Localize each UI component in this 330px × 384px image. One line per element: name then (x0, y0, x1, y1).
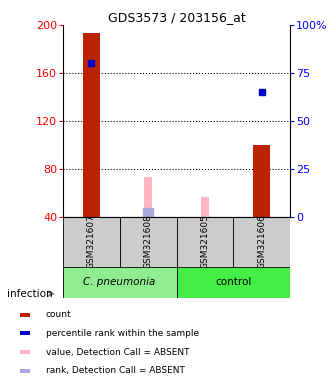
Bar (144, 177, 152, 217)
Bar (20, 331, 30, 335)
Text: GSM321605: GSM321605 (201, 215, 210, 269)
Text: C. pneumonia: C. pneumonia (83, 277, 156, 287)
Text: infection: infection (7, 289, 52, 299)
Text: GSM321608: GSM321608 (144, 215, 152, 269)
Bar (20, 350, 30, 354)
Text: value, Detection Call = ABSENT: value, Detection Call = ABSENT (46, 348, 189, 357)
Bar (20, 313, 30, 317)
Bar (177, 217, 233, 267)
Bar (177, 267, 290, 298)
Bar (234, 217, 290, 267)
Bar (253, 145, 271, 217)
Bar (63, 267, 177, 298)
Text: GSM321607: GSM321607 (87, 215, 96, 269)
Bar (82, 33, 100, 217)
Text: rank, Detection Call = ABSENT: rank, Detection Call = ABSENT (46, 366, 185, 375)
Title: GDS3573 / 203156_at: GDS3573 / 203156_at (108, 11, 246, 24)
Bar (201, 197, 209, 217)
Text: GSM321606: GSM321606 (257, 215, 266, 269)
Bar (20, 369, 30, 373)
Text: control: control (215, 277, 252, 287)
Text: count: count (46, 310, 71, 319)
Text: percentile rank within the sample: percentile rank within the sample (46, 329, 199, 338)
Bar (119, 217, 177, 267)
Bar (63, 217, 119, 267)
